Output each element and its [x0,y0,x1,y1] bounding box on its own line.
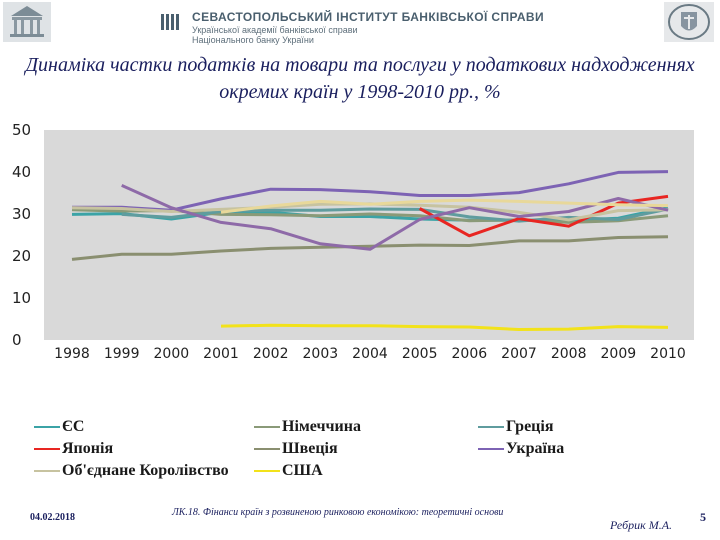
footer-course-title: ЛК.18. Фінанси країн з розвиненою ринков… [172,507,504,518]
legend-item-japan: Японія [34,440,113,458]
header-banner: СЕВАСТОПОЛЬСЬКИЙ ІНСТИТУТ БАНКІВСЬКОЇ СП… [0,0,720,48]
slide-title: Динаміка частки податків на товари та по… [25,54,695,103]
legend-item-germany: Німеччина [254,418,361,436]
institution-subtitle-academy: Української академії банківської справи [192,25,358,35]
x-tick-label: 2004 [352,346,388,362]
legend-item-greece: Греція [478,418,554,436]
legend-label-uk: Об'єднане Королівство [62,462,229,479]
y-tick-label: 40 [12,163,31,181]
y-tick-label: 30 [12,205,31,223]
plot-area [44,130,694,340]
y-tick-label: 20 [12,247,31,265]
footer-date: 04.02.2018 [30,512,75,523]
x-tick-label: 2009 [601,346,637,362]
legend-item-usa: США [254,462,323,480]
x-tick-label: 2008 [551,346,587,362]
legend-label-sweden: Швеція [282,440,338,457]
institution-subtitle-bank: Національного банку України [192,35,314,45]
legend-label-germany: Німеччина [282,418,361,435]
coat-of-arms-icon [664,2,714,42]
institution-name: СЕВАСТОПОЛЬСЬКИЙ ІНСТИТУТ БАНКІВСЬКОЇ СП… [192,10,544,24]
series-line-8 [121,184,669,251]
legend-label-ukraine: Україна [506,440,565,457]
x-tick-label: 2006 [452,346,488,362]
legend-swatch-uk [34,470,60,473]
chart-legend: ЄС Японія Об'єднане Королівство Німеччин… [0,412,720,482]
legend-item-ukraine: Україна [478,440,564,458]
page-number: 5 [700,510,706,524]
y-tick-label: 50 [12,121,31,139]
x-tick-label: 2005 [402,346,438,362]
x-tick-label: 1998 [54,346,90,362]
footer-author: Ребрик М.А. [610,518,673,532]
legend-swatch-usa [254,470,280,473]
legend-label-japan: Японія [62,440,114,457]
x-tick-label: 2002 [253,346,289,362]
x-tick-label: 2001 [203,346,239,362]
legend-item-uk: Об'єднане Королівство [34,462,229,480]
institute-mark-icon [161,14,179,30]
tax-share-line-chart: 0 10 20 30 40 50 1998 1999 2000 2001 2002 2003 2004… [12,121,694,362]
x-tick-label: 2000 [154,346,190,362]
legend-label-greece: Греція [506,418,554,435]
x-tick-label: 2003 [303,346,339,362]
legend-swatch-eu [34,426,60,429]
x-tick-label: 2010 [650,346,686,362]
series-line-4 [71,235,669,261]
y-tick-label: 10 [12,289,31,307]
legend-swatch-greece [478,426,504,429]
legend-swatch-sweden [254,448,280,451]
x-tick-label: 1999 [104,346,140,362]
legend-label-eu: ЄС [62,418,85,435]
x-tick-label: 2007 [501,346,537,362]
legend-item-sweden: Швеція [254,440,338,458]
legend-swatch-ukraine [478,448,504,451]
y-tick-label: 0 [12,331,22,349]
series-line-9 [220,198,669,214]
legend-label-usa: США [282,462,323,479]
legend-item-eu: ЄС [34,418,84,436]
bank-building-logo-icon [3,2,51,42]
series-line-7 [220,323,669,331]
legend-swatch-japan [34,448,60,451]
legend-swatch-germany [254,426,280,429]
